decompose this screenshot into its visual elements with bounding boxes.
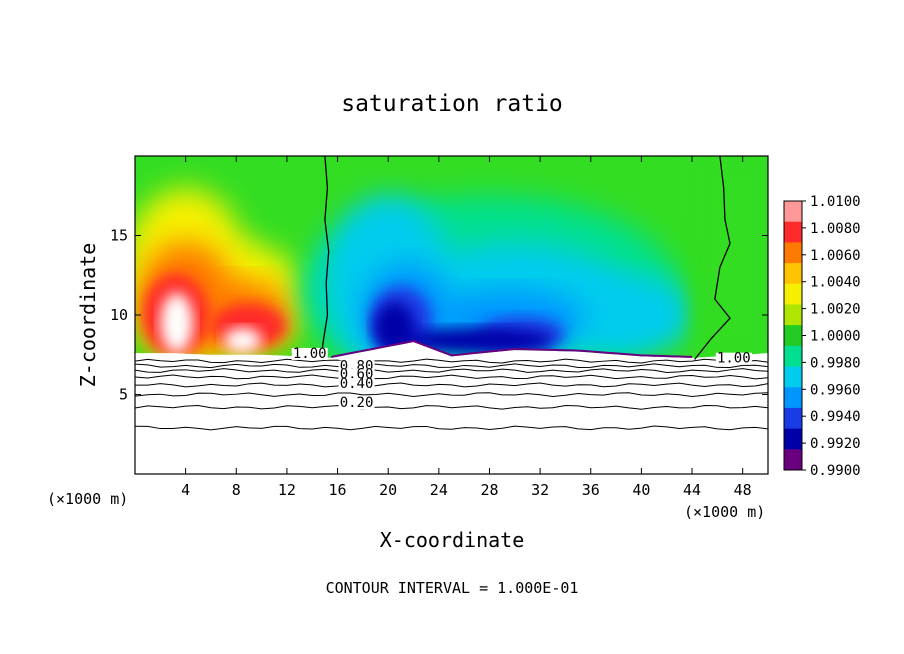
colorbar-label: 1.0080 [810,221,861,237]
contour-line-0 [135,358,768,364]
colorbar-swatch [784,387,802,409]
colorbar-swatch [784,283,802,305]
x-tick-label: 4 [181,481,190,499]
contour-interval-footer: CONTOUR INTERVAL = 1.000E-01 [326,579,579,597]
field-region-11 [565,275,693,355]
colorbar-swatch [784,304,802,326]
contour-lines [135,156,768,431]
contour-label: 0.40 [340,376,374,392]
colorbar-swatch [784,263,802,285]
boundary-rim [331,339,693,358]
contour-line-3 [135,374,768,380]
x-tick-label: 16 [329,481,347,499]
colorbar-label: 1.0040 [810,275,861,291]
y-tick-label: 10 [110,306,128,324]
colorbar-label: 1.0100 [810,194,861,210]
x-axis-label: X-coordinate [380,528,525,552]
contour-label-bg-0 [291,347,328,360]
saturation-field [135,156,768,474]
y-axis-label: Z-coordinate [76,243,100,388]
colorbar-swatch [784,242,802,264]
field-region-17 [400,327,553,354]
chart-title: saturation ratio [341,91,563,117]
x-tick-label: 44 [683,481,701,499]
contour-label: 1.00 [717,351,751,367]
x-tick-label: 36 [582,481,600,499]
contour-1p00-line-0 [320,156,330,359]
contour-label: 1.00 [293,346,327,362]
x-axis: 4 8 12 16 20 24 28 32 36 40 44 48 [181,156,752,499]
colorbar-label: 0.9940 [810,409,861,425]
colorbar-swatch [784,449,802,471]
colorbar-swatch [784,345,802,368]
y-axis: 5 10 15 [110,227,768,404]
colorbar-swatch [784,221,802,243]
colorbar-label: 0.9920 [810,436,861,452]
contour-label-bg-1 [715,352,752,365]
x-tick-label: 28 [480,481,498,499]
x-tick-label: 12 [278,481,296,499]
x-tick-label: 32 [531,481,549,499]
contour-line-5 [135,392,768,398]
x-tick-label: 40 [632,481,650,499]
field-region-7 [223,327,262,354]
colorbar: 1.0100 1.0080 1.0060 1.0040 1.0020 1.0000 0.99… [783,194,861,479]
colorbar-label: 0.9960 [810,382,861,398]
contour-line-4 [135,382,768,388]
field-region-right [692,156,768,355]
colorbar-swatch [784,366,802,388]
y-tick-label: 15 [110,227,128,245]
colorbar-label: 0.9900 [810,463,861,479]
colorbar-swatch [784,407,802,430]
colorbar-swatch [784,325,802,347]
contour-label: 0.20 [340,395,374,411]
x-tick-label: 48 [734,481,752,499]
contour-line-6 [135,405,768,410]
x-tick-label: 8 [232,481,241,499]
contour-labels: 1.00 1.000.800.600.400.20 [291,346,752,411]
colorbar-label: 1.0020 [810,302,861,318]
contour-1p00-line-1 [694,156,731,360]
colorbar-swatch [784,428,802,450]
colorbar-swatch [784,201,802,223]
contour-label-bg-5 [338,397,375,410]
colorbar-label: 1.0000 [810,329,861,345]
field-region-6 [160,292,194,354]
contour-line-7 [135,425,768,431]
colorbar-label: 1.0060 [810,248,861,264]
x-unit-label-left: (×1000 m) [47,490,128,508]
contour-label-bg-3 [338,368,375,381]
y-tick-label: 5 [119,386,128,404]
x-unit-label-right: (×1000 m) [684,503,765,521]
x-tick-label: 20 [379,481,397,499]
x-tick-label: 24 [430,481,448,499]
contour-line-1 [135,363,768,369]
colorbar-label: 0.9980 [810,355,861,371]
contour-label-bg-4 [338,378,375,391]
contour-line-2 [135,368,768,373]
